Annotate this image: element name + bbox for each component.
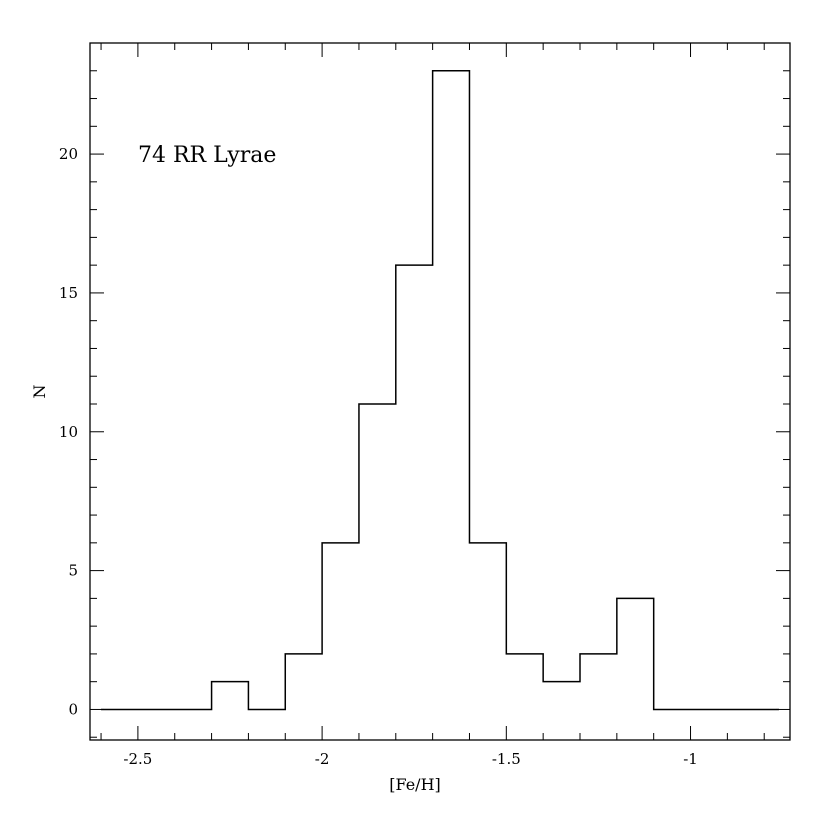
x-tick-label: -1.5 bbox=[492, 750, 521, 768]
x-tick-labels: -2.5 -2 -1.5 -1 bbox=[123, 750, 697, 768]
x-tick-label: -2 bbox=[315, 750, 330, 768]
x-tick-label: -2.5 bbox=[123, 750, 152, 768]
y-tick-label: 15 bbox=[59, 284, 78, 302]
y-tick-label: 20 bbox=[59, 145, 78, 163]
y-tick-label: 5 bbox=[68, 562, 78, 580]
x-tick-label: -1 bbox=[683, 750, 698, 768]
y-axis-label: N bbox=[30, 385, 49, 399]
y-tick-label: 10 bbox=[59, 423, 78, 441]
histogram-step-line bbox=[101, 70, 779, 711]
x-axis-label: [Fe/H] bbox=[389, 775, 441, 794]
y-tick-label: 0 bbox=[68, 700, 78, 718]
sample-annotation: 74 RR Lyrae bbox=[138, 143, 276, 168]
plot-frame bbox=[89, 42, 791, 741]
y-tick-labels: 0 5 10 15 20 bbox=[59, 145, 78, 718]
axis-ticks bbox=[90, 42, 790, 740]
